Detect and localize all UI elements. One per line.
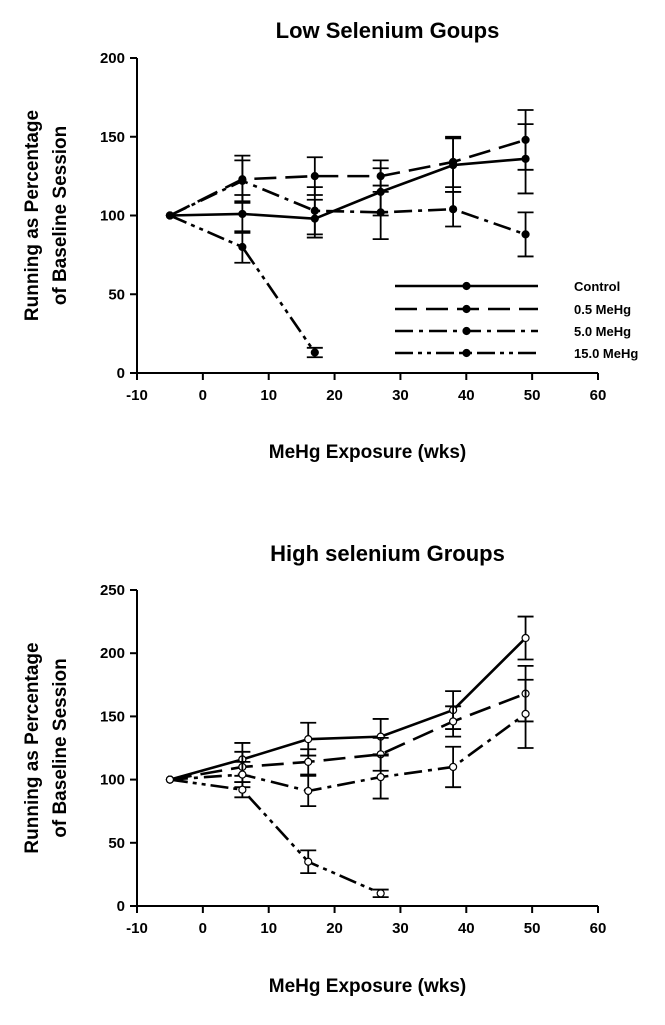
data-point (304, 786, 313, 796)
legend: Control 0.5 MeHg 5.0 MeHg 15.0 MeHg (395, 279, 638, 361)
y-axis-label: Running as Percentage (22, 642, 43, 853)
series-dash-dot-dot (165, 211, 323, 359)
y-tick-label: 150 (100, 129, 125, 146)
data-point (449, 157, 458, 167)
y-tick-label: 250 (100, 582, 125, 599)
data-point (310, 206, 319, 215)
x-tick-label: 10 (260, 920, 277, 937)
legend-label: 15.0 MeHg (574, 346, 638, 361)
x-axis-label: MeHg Exposure (wks) (269, 442, 466, 463)
data-point (238, 209, 247, 219)
data-point (238, 242, 247, 252)
data-point (449, 205, 458, 214)
data-point (376, 208, 385, 217)
legend-label: 0.5 MeHg (574, 302, 631, 317)
x-tick-label: 50 (524, 920, 541, 937)
x-tick-label: 40 (458, 920, 475, 937)
series-long-dash (165, 109, 534, 220)
legend-label: Control (574, 279, 620, 294)
y-axis-label: of Baseline Session (50, 658, 71, 838)
series-line (169, 214, 316, 354)
series-solid (165, 123, 534, 239)
data-point (310, 348, 319, 357)
data-point (521, 230, 530, 239)
data-point (165, 211, 175, 220)
x-tick-label: 30 (392, 920, 409, 937)
x-tick-label: 40 (458, 387, 475, 404)
legend-marker (462, 304, 471, 314)
x-tick-label: -10 (126, 920, 148, 937)
y-tick-label: 100 (100, 772, 125, 789)
y-tick-label: 0 (117, 898, 125, 915)
x-tick-label: 30 (392, 387, 409, 404)
data-point (310, 172, 319, 181)
series-line (169, 157, 526, 220)
chart-title: High selenium Groups (270, 541, 505, 566)
data-point (449, 762, 458, 772)
series-line (169, 179, 526, 236)
x-tick-label: 0 (199, 387, 207, 404)
series-line (169, 778, 382, 895)
x-tick-label: 0 (199, 920, 207, 937)
series-line (169, 138, 526, 217)
x-tick-label: 60 (590, 387, 607, 404)
chart-panel-2: High selenium Groups-10 0 10 20 30 40 50 600501… (22, 541, 606, 997)
data-point (165, 775, 175, 784)
y-tick-label: 200 (100, 645, 125, 662)
y-tick-label: 50 (108, 835, 125, 852)
x-axis-label: MeHg Exposure (wks) (269, 976, 466, 997)
data-point (376, 172, 385, 181)
data-point (304, 735, 313, 744)
x-tick-label: 20 (326, 920, 343, 937)
data-point (238, 770, 247, 779)
series-dash-dot (165, 159, 534, 258)
x-tick-label: 20 (326, 387, 343, 404)
data-point (449, 717, 458, 726)
data-point (304, 757, 313, 767)
y-tick-label: 50 (108, 286, 125, 303)
legend-marker (462, 281, 471, 291)
data-point (376, 772, 385, 782)
chart-panel-1: Low Selenium Goups-10 0 10 20 30 40 50 60050100… (22, 18, 638, 463)
y-tick-label: 200 (100, 50, 125, 67)
chart-title: Low Selenium Goups (276, 18, 500, 43)
x-tick-label: 50 (524, 387, 541, 404)
data-point (521, 709, 530, 718)
y-axis-label: of Baseline Session (50, 126, 71, 306)
data-point (521, 135, 530, 144)
data-point (304, 857, 313, 866)
y-tick-label: 0 (117, 365, 125, 382)
legend-marker (462, 326, 471, 336)
x-tick-label: 10 (260, 387, 277, 404)
y-axis-label: Running as Percentage (22, 110, 43, 321)
data-point (238, 176, 247, 185)
x-tick-label: 60 (590, 920, 607, 937)
data-point (521, 633, 530, 643)
x-tick-label: -10 (126, 387, 148, 404)
data-point (238, 785, 247, 794)
y-tick-label: 100 (100, 208, 125, 225)
legend-label: 5.0 MeHg (574, 324, 631, 339)
series-dash-dot-dot (165, 775, 389, 899)
data-point (376, 889, 385, 898)
series-line (169, 692, 527, 781)
series-solid (165, 615, 534, 784)
legend-marker (462, 348, 471, 358)
series-line (169, 712, 527, 793)
series-line (169, 637, 527, 781)
y-tick-label: 150 (100, 708, 125, 725)
